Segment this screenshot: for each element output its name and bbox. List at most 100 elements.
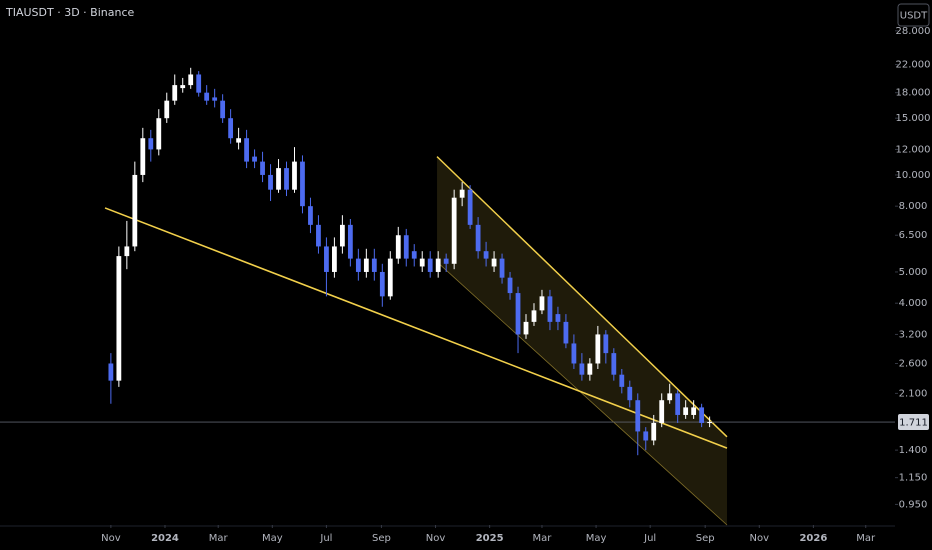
candle-body	[555, 314, 561, 322]
candle-body	[164, 100, 170, 119]
y-tick-label: 2.100	[899, 388, 928, 399]
y-tick-label: 8.000	[899, 201, 928, 212]
candle-body	[595, 334, 601, 364]
candle-body	[659, 400, 665, 423]
currency-label[interactable]: USDT	[900, 11, 928, 22]
y-tick-label: 5.000	[899, 267, 928, 278]
trendline	[104, 207, 728, 449]
candle-body	[571, 343, 577, 364]
candle-body	[371, 258, 377, 272]
y-tick-label: 18.000	[896, 88, 931, 99]
candle-body	[643, 431, 649, 441]
y-tick-label: 3.200	[899, 329, 928, 340]
y-tick-label: 1.400	[899, 445, 928, 456]
candle-body	[403, 235, 409, 259]
x-tick-label: Mar	[533, 533, 553, 544]
x-tick-label: Jul	[319, 533, 332, 544]
x-tick-label: Nov	[101, 533, 121, 544]
candle-body	[379, 271, 385, 297]
candle-body	[108, 363, 114, 381]
chart-title: TIAUSDT · 3D · Binance	[5, 6, 134, 19]
candle-body	[459, 189, 465, 198]
candle-body	[132, 174, 138, 247]
candle-body	[332, 246, 337, 272]
candle-body	[116, 256, 122, 381]
y-tick-label: 28.000	[896, 26, 931, 37]
x-tick-label: 2024	[151, 533, 179, 544]
candle-body	[475, 224, 481, 252]
candle-body	[707, 422, 713, 424]
candle-body	[507, 277, 513, 294]
candle-body	[252, 156, 257, 162]
x-tick-label: Mar	[856, 533, 876, 544]
last-price-box	[898, 414, 929, 431]
candle-body	[691, 407, 697, 415]
x-tick-label: May	[586, 533, 607, 544]
candle-body	[316, 224, 321, 247]
x-tick-label: Sep	[696, 533, 715, 544]
candle-body	[180, 85, 186, 89]
candle-body	[387, 258, 393, 297]
candle-body	[699, 407, 705, 423]
candle-body	[276, 168, 281, 190]
candle-body	[675, 393, 681, 415]
candle-body	[124, 246, 130, 257]
last-price-label: 1.711	[899, 418, 928, 429]
candle-body	[499, 258, 505, 278]
y-tick-label: 0.950	[899, 499, 928, 510]
candle-body	[268, 174, 273, 190]
candle-body	[355, 258, 361, 272]
candle-body	[411, 251, 417, 259]
candle-body	[683, 407, 689, 415]
candle-body	[300, 161, 305, 207]
candle-body	[260, 161, 265, 175]
x-tick-label: Mar	[209, 533, 229, 544]
candle-body	[140, 138, 146, 175]
candle-body	[443, 258, 449, 264]
candle-body	[547, 296, 553, 322]
candle-body	[196, 74, 202, 93]
candle-body	[651, 422, 657, 441]
x-tick-label: Nov	[750, 533, 770, 544]
candle-body	[491, 258, 497, 267]
candle-body	[451, 197, 457, 264]
candle-body	[467, 189, 473, 225]
y-tick-label: 22.000	[896, 60, 931, 71]
candle-body	[635, 400, 641, 432]
candle-body	[308, 206, 313, 225]
channel-upper	[436, 156, 728, 438]
candle-body	[148, 138, 154, 150]
candle-body	[324, 246, 329, 272]
candle-body	[156, 118, 162, 150]
y-tick-label: 15.000	[896, 113, 931, 124]
y-tick-label: 12.000	[896, 144, 931, 155]
candle-body	[667, 393, 673, 401]
x-tick-label: Jul	[643, 533, 656, 544]
candle-body	[244, 138, 249, 162]
y-tick-label: 6.500	[899, 230, 928, 241]
candle-body	[284, 168, 289, 190]
currency-button[interactable]	[897, 3, 930, 27]
candle-body	[531, 310, 537, 322]
candle-body	[611, 353, 617, 375]
candle-body	[188, 74, 194, 86]
candle-body	[228, 118, 234, 139]
candle-body	[212, 97, 218, 101]
candle-body	[236, 138, 242, 143]
y-tick-label: 4.000	[899, 298, 928, 309]
y-tick-label: 10.000	[896, 170, 931, 181]
candle-body	[292, 161, 297, 190]
candle-body	[515, 293, 521, 335]
candle-body	[395, 235, 401, 259]
candle-body	[619, 374, 625, 387]
candle-body	[563, 321, 569, 344]
x-tick-label: Nov	[426, 533, 446, 544]
candle-body	[419, 258, 425, 267]
x-tick-label: Sep	[372, 533, 391, 544]
candle-body	[347, 224, 353, 259]
candle-body	[579, 363, 585, 375]
candle-body	[220, 100, 226, 119]
